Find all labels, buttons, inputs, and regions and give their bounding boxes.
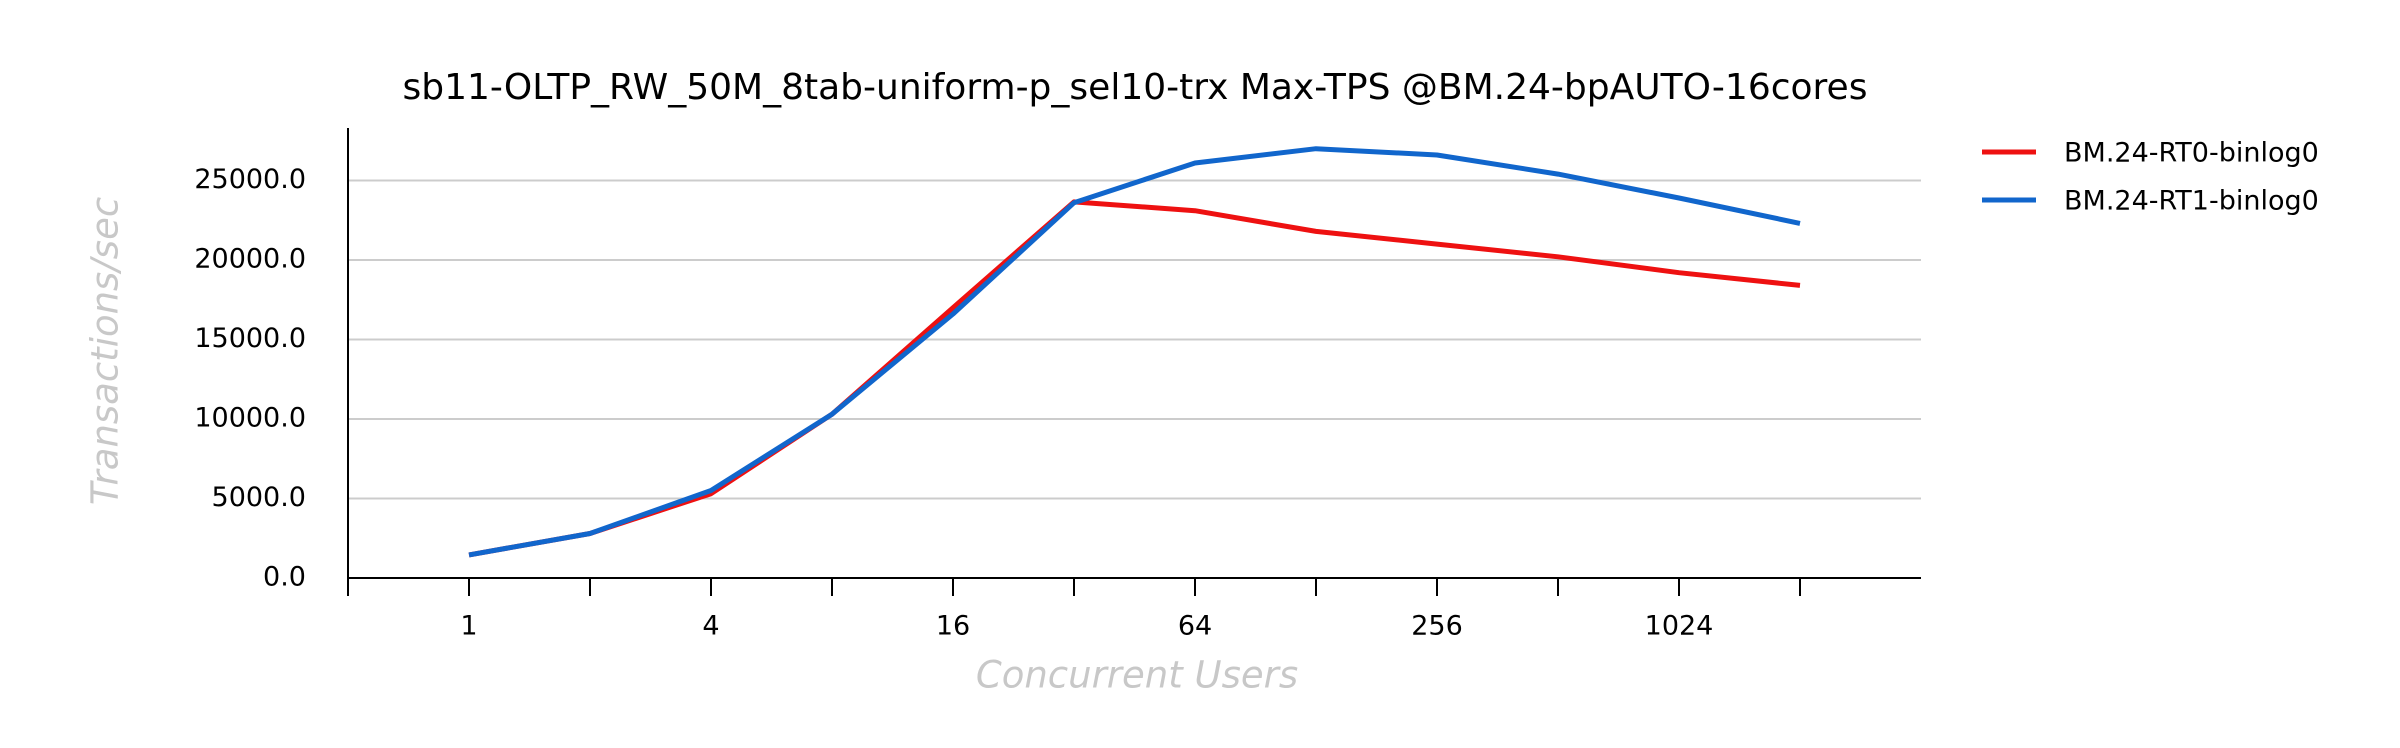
legend-label: BM.24-RT1-binlog0 [2064,186,2319,217]
y-tick-label: 25000.0 [194,164,306,195]
x-tick-label: 4 [702,611,719,642]
series-line [468,146,1801,558]
x-tick-label: 1 [460,611,477,642]
x-tick-label: 16 [936,611,970,642]
y-tick-label: 5000.0 [212,482,306,513]
y-tick-label: 20000.0 [194,243,306,274]
y-tick-label: 15000.0 [194,323,306,354]
x-tick-label: 1024 [1645,611,1714,642]
x-tick-label: 256 [1411,611,1463,642]
legend-label: BM.24-RT0-binlog0 [2064,138,2319,169]
y-tick-label: 10000.0 [194,402,306,433]
series-line [468,199,1801,558]
x-tick-label: 64 [1178,611,1212,642]
y-axis-label: Transactions/sec [84,197,127,505]
y-tick-label: 0.0 [263,562,306,593]
x-axis-label: Concurrent Users [976,654,1298,697]
chart-title: sb11-OLTP_RW_50M_8tab-uniform-p_sel10-tr… [403,67,1868,108]
